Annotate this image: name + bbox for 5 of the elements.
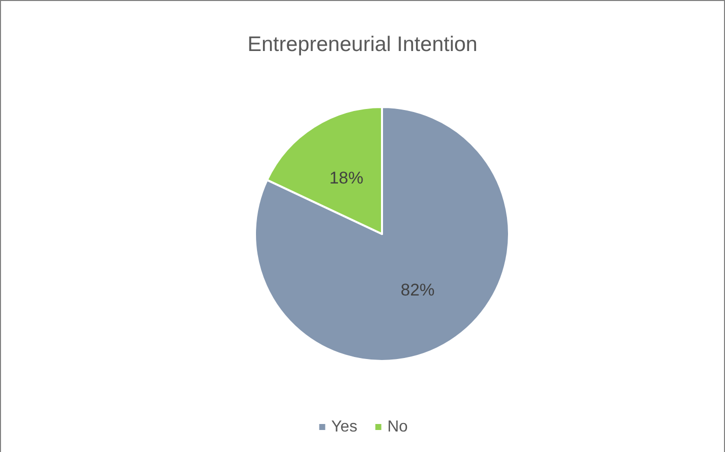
legend-label: No <box>387 418 408 436</box>
chart-title: Entrepreneurial Intention <box>248 33 478 56</box>
data-label: 18% <box>329 168 364 188</box>
legend-label: Yes <box>331 418 358 436</box>
data-label: 82% <box>400 280 435 300</box>
